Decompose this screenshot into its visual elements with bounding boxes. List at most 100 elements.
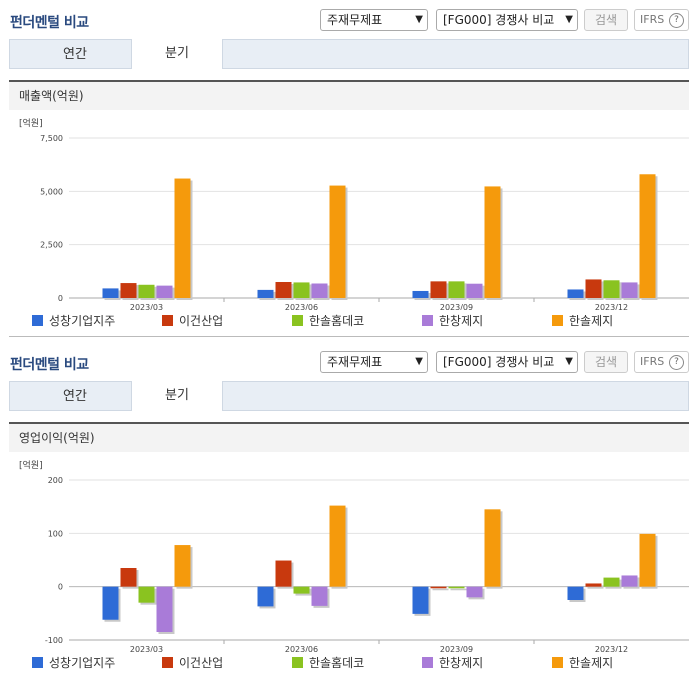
legend-item: 이건산업 [162,313,223,329]
bar [156,586,173,632]
bar [311,283,328,298]
tab-annual[interactable]: 연간 [63,47,87,62]
y-tick-label: 2,500 [40,241,63,250]
bar [621,575,638,587]
legend-swatch [292,657,303,668]
ifrs-toggle[interactable]: IFRS ? [634,351,689,373]
tab-quarterly[interactable]: 분기 [131,381,223,411]
search-button[interactable]: 검색 [584,9,628,31]
tab-annual[interactable]: 연간 [63,389,87,404]
y-tick-label: 0 [58,294,63,303]
x-tick-label: 2023/12 [595,303,628,310]
y-unit-label: [억원] [19,117,43,129]
bar [275,560,292,587]
legend-label: 성창기업지주 [49,314,116,328]
compare-group-value: [FG000] 경쟁사 비교 [443,13,555,27]
compare-group-value: [FG000] 경쟁사 비교 [443,355,555,369]
bar [567,586,584,600]
bar [430,586,447,589]
compare-group-select[interactable]: [FG000] 경쟁사 비교 ▼ [436,351,578,373]
bar [174,178,191,298]
legend-item: 한솔제지 [552,655,613,671]
compare-group-select[interactable]: [FG000] 경쟁사 비교 ▼ [436,9,578,31]
tab-quarterly[interactable]: 분기 [131,39,223,69]
bar [639,533,656,587]
bar [603,280,620,298]
chevron-down-icon: ▼ [565,356,573,367]
bar [102,586,119,620]
x-tick-label: 2023/09 [440,645,473,652]
bar-chart: [억원] -100 0 100 200 2023/03 2023/06 2023/09 2023… [9,452,689,654]
bar [257,586,274,607]
legend-swatch [162,657,173,668]
legend-swatch [32,657,43,668]
x-tick-label: 2023/03 [130,645,163,652]
period-tabs: 연간 분기 [9,39,689,69]
legend-item: 한창제지 [422,655,483,671]
legend-swatch [162,315,173,326]
report-type-select[interactable]: 주재무제표 ▼ [320,351,428,373]
ifrs-label: IFRS [640,13,665,26]
legend-swatch [422,657,433,668]
chevron-down-icon: ▼ [415,356,423,367]
bar [329,505,346,587]
chart-header: 매출액(억원) [9,80,689,110]
bar [466,586,483,598]
chart-legend: 성창기업지주 이건산업 한솔홈데코 한창제지 한솔제지 [22,313,682,329]
bar [448,586,465,589]
bar-chart: [억원] 0 2,500 5,000 7,500 2023/03 2023/06 2023/0… [9,110,689,312]
chevron-down-icon: ▼ [565,14,573,25]
bar [329,185,346,298]
y-tick-label: 7,500 [40,134,63,143]
search-button[interactable]: 검색 [584,351,628,373]
bar-shadow [587,585,604,589]
help-icon[interactable]: ? [669,13,684,28]
bar [484,186,501,298]
bar [174,545,191,587]
legend-label: 한솔홈데코 [309,656,365,670]
bar [484,509,501,587]
bar [275,282,292,298]
bar [567,289,584,298]
period-tabs: 연간 분기 [9,381,689,411]
legend-label: 한솔제지 [569,656,614,670]
x-tick-label: 2023/06 [285,645,318,652]
legend-item: 성창기업지주 [32,655,115,671]
legend-label: 이건산업 [179,656,224,670]
bar-shadow [432,588,449,591]
bar [311,586,328,606]
legend-label: 한창제지 [439,656,484,670]
legend-label: 이건산업 [179,314,224,328]
y-tick-label: 0 [58,583,63,592]
bar [120,568,137,587]
legend-swatch [32,315,43,326]
section-title: 펀더멘털 비교 [10,15,89,31]
chart-svg: [억원] -100 0 100 200 2023/03 2023/06 2023/09 2023… [19,459,689,654]
bar [257,289,274,298]
bar [156,285,173,298]
legend-swatch [552,315,563,326]
help-icon[interactable]: ? [669,355,684,370]
legend-label: 한솔제지 [569,314,614,328]
divider [9,336,689,337]
bar [430,281,447,298]
y-tick-label: -100 [45,636,63,645]
bar [585,583,602,587]
legend-item: 한솔홈데코 [292,655,364,671]
fundamental-section-2: 펀더멘털 비교 주재무제표 ▼ [FG000] 경쟁사 비교 ▼ 검색 IFRS… [0,342,696,684]
legend-label: 한창제지 [439,314,484,328]
report-type-select[interactable]: 주재무제표 ▼ [320,9,428,31]
bar [603,577,620,587]
legend-swatch [292,315,303,326]
legend-item: 한솔제지 [552,313,613,329]
y-tick-label: 100 [48,529,63,538]
bar [293,282,310,298]
bar [466,283,483,298]
x-tick-label: 2023/12 [595,645,628,652]
y-tick-label: 5,000 [40,187,63,196]
legend-item: 한창제지 [422,313,483,329]
bar [412,586,429,614]
bar-shadow [450,588,467,591]
ifrs-toggle[interactable]: IFRS ? [634,9,689,31]
report-type-value: 주재무제표 [327,355,383,369]
